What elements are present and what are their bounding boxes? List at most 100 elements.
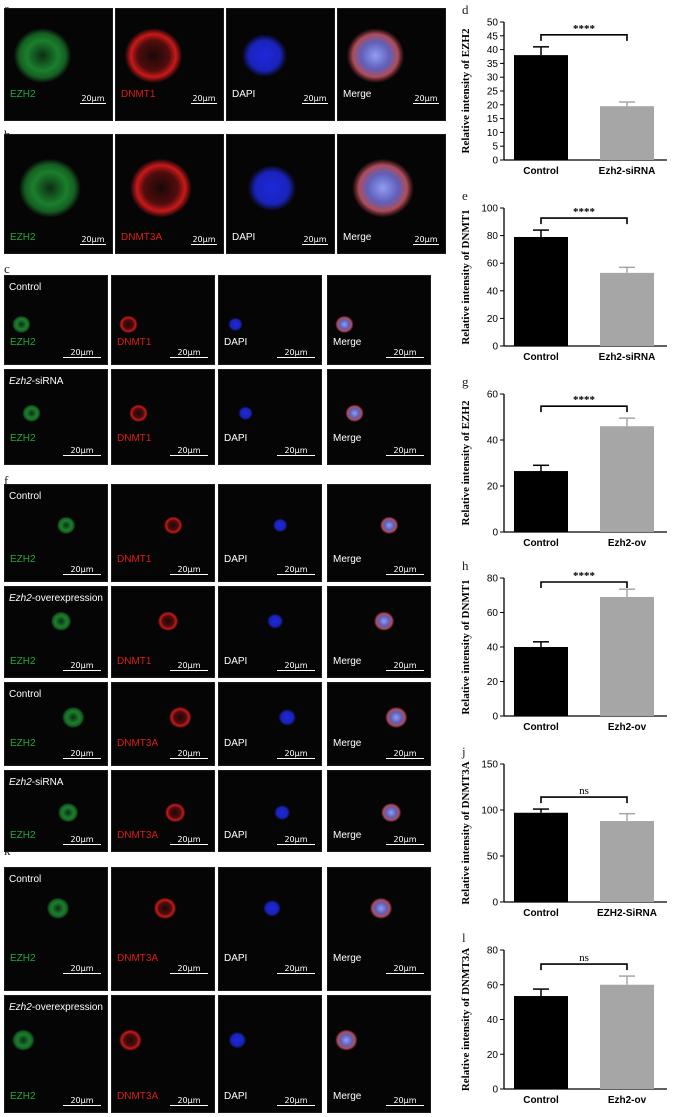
y-tick-label: 60	[487, 259, 499, 270]
channel-label: DNMT3A	[117, 738, 159, 749]
y-tick-label: 50	[487, 18, 499, 29]
scale-bar-line	[386, 758, 424, 759]
scale-bar-label: 20μm	[393, 565, 417, 574]
scale-bar: 20μm	[63, 964, 101, 974]
significance-bracket	[540, 34, 628, 41]
channel-label: Merge	[343, 89, 372, 100]
scale-bar: 20μm	[413, 235, 439, 245]
condition-label: Control	[9, 874, 42, 885]
y-tick-label: 0	[492, 898, 498, 909]
panel-k-ov-merge: Merge 20μm	[327, 995, 431, 1113]
x-category-label: Control	[523, 722, 559, 733]
panel-letter-f: f	[4, 473, 9, 488]
scale-bar: 20μm	[80, 94, 106, 104]
y-tick-label: 20	[487, 482, 499, 493]
y-tick-label: 0	[492, 342, 498, 353]
scale-bar: 20μm	[170, 964, 208, 974]
channel-label: DAPI	[224, 1091, 248, 1102]
channel-label: Merge	[333, 738, 362, 749]
x-category-label: Ezh2-ov	[608, 722, 647, 733]
scale-bar: 20μm	[386, 661, 424, 671]
y-tick-label: 20	[487, 314, 499, 325]
scale-bar-line	[170, 357, 208, 358]
scale-bar: 20μm	[191, 94, 217, 104]
channel-label: Merge	[333, 433, 362, 444]
scale-bar-line	[302, 244, 328, 245]
scale-bar-line	[277, 973, 315, 974]
scale-bar-line	[80, 103, 106, 104]
channel-label: DNMT3A	[117, 1091, 159, 1102]
scale-bar-line	[386, 357, 424, 358]
scale-bar-label: 20μm	[70, 661, 94, 670]
significance-label: ****	[573, 206, 596, 218]
y-tick-label: 30	[487, 73, 499, 84]
condition-label: Ezh2-siRNA	[9, 777, 64, 788]
x-category-label: Control	[523, 352, 559, 363]
panel-i-control-ezh2: EZH2 20μm Control	[4, 682, 108, 766]
scale-bar-label: 20μm	[192, 94, 216, 103]
bar	[514, 996, 568, 1089]
panel-f-control-ezh2: EZH2 20μm Control	[4, 484, 108, 582]
channel-label: DAPI	[232, 232, 256, 243]
panel-c-sirna-ezh2: EZH2 20μm Ezh2-siRNA	[4, 369, 108, 465]
scale-bar: 20μm	[63, 835, 101, 845]
chart-panel-letter: h	[462, 558, 469, 573]
y-tick-label: 40	[487, 436, 499, 447]
panel-c-control-merge: Merge 20μm	[327, 275, 431, 365]
scale-bar-label: 20μm	[414, 235, 438, 244]
bar-chart-d: d Relative intensity of EZH2 0 5 10 15 20 25 30 3…	[456, 0, 685, 188]
scale-bar-label: 20μm	[192, 235, 216, 244]
scale-bar-line	[386, 844, 424, 845]
panel-i-control-merge: Merge 20μm	[327, 682, 431, 766]
panel-k-ov-dapi: DAPI 20μm	[218, 995, 322, 1113]
x-category-label: Ezh2-ov	[608, 1095, 647, 1106]
channel-label: DNMT1	[117, 433, 152, 444]
scale-bar-label: 20μm	[177, 348, 201, 357]
significance-label: ns	[579, 952, 589, 964]
scale-bar-line	[63, 973, 101, 974]
y-tick-label: 60	[487, 608, 499, 619]
scale-bar-label: 20μm	[284, 1096, 308, 1105]
scale-bar: 20μm	[277, 446, 315, 456]
panel-c-sirna-dapi: DAPI 20μm	[218, 369, 322, 465]
scale-bar: 20μm	[386, 565, 424, 575]
scale-bar-label: 20μm	[177, 749, 201, 758]
scale-bar-label: 20μm	[393, 348, 417, 357]
panel-b-merge: Merge 20μm	[337, 134, 446, 254]
y-tick-label: 20	[487, 677, 499, 688]
condition-label: Ezh2-overexpression	[9, 593, 103, 604]
scale-bar: 20μm	[170, 348, 208, 358]
y-tick-label: 100	[481, 806, 498, 817]
x-category-label: Control	[523, 908, 559, 919]
scale-bar: 20μm	[386, 749, 424, 759]
panel-i-control-dnmt3a: DNMT3A 20μm	[111, 682, 215, 766]
channel-label: Merge	[333, 554, 362, 565]
scale-bar-line	[191, 244, 217, 245]
scale-bar: 20μm	[170, 661, 208, 671]
y-tick-label: 80	[487, 574, 499, 585]
significance-label: ns	[579, 785, 589, 797]
bar	[514, 812, 568, 902]
y-tick-label: 0	[492, 712, 498, 723]
panel-f-ov-merge: Merge 20μm	[327, 586, 431, 678]
channel-label: EZH2	[10, 656, 36, 667]
scale-bar-label: 20μm	[393, 749, 417, 758]
scale-bar-line	[170, 1105, 208, 1106]
x-category-label: EZH2-SiRNA	[597, 908, 657, 919]
scale-bar-line	[277, 455, 315, 456]
significance-label: ****	[573, 23, 596, 35]
scale-bar-label: 20μm	[177, 835, 201, 844]
bar	[600, 106, 654, 160]
y-axis-label: Relative intensity of DNMT1	[460, 579, 472, 714]
bar	[600, 596, 654, 716]
scale-bar: 20μm	[277, 348, 315, 358]
scale-bar-line	[386, 574, 424, 575]
scale-bar-line	[63, 844, 101, 845]
scale-bar-label: 20μm	[303, 235, 327, 244]
y-tick-label: 20	[487, 1050, 499, 1061]
y-tick-label: 10	[487, 128, 499, 139]
bar	[600, 272, 654, 346]
scale-bar-line	[277, 574, 315, 575]
scale-bar-line	[191, 103, 217, 104]
scale-bar-line	[386, 973, 424, 974]
